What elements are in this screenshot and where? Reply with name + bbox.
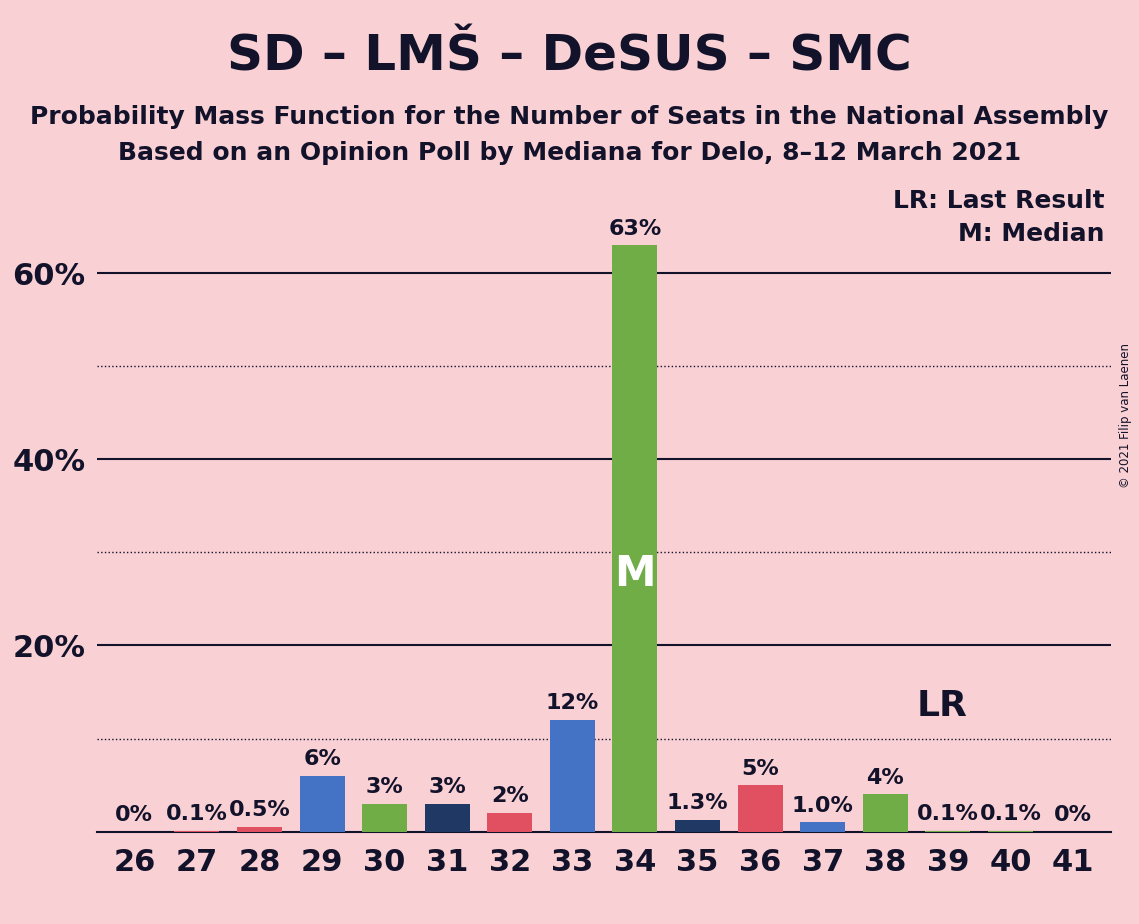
Text: M: Median: M: Median	[958, 222, 1105, 246]
Bar	[237, 827, 282, 832]
Text: 4%: 4%	[867, 768, 904, 788]
Bar	[174, 831, 220, 832]
Text: 3%: 3%	[366, 777, 403, 797]
Bar	[801, 822, 845, 832]
Bar	[550, 720, 595, 832]
Text: 5%: 5%	[741, 759, 779, 779]
Text: 6%: 6%	[303, 749, 341, 770]
Text: Based on an Opinion Poll by Mediana for Delo, 8–12 March 2021: Based on an Opinion Poll by Mediana for …	[118, 141, 1021, 165]
Text: Probability Mass Function for the Number of Seats in the National Assembly: Probability Mass Function for the Number…	[31, 105, 1108, 129]
Bar	[675, 820, 720, 832]
Text: LR: LR	[916, 689, 967, 723]
Bar	[613, 245, 657, 832]
Text: 0%: 0%	[115, 805, 154, 825]
Bar	[362, 804, 407, 832]
Text: 0.5%: 0.5%	[229, 800, 290, 821]
Bar	[487, 813, 532, 832]
Text: 1.3%: 1.3%	[666, 793, 728, 813]
Bar	[300, 776, 345, 832]
Text: 0.1%: 0.1%	[980, 804, 1041, 824]
Bar	[925, 831, 970, 832]
Bar	[862, 795, 908, 832]
Text: 0.1%: 0.1%	[166, 804, 228, 824]
Text: 3%: 3%	[428, 777, 466, 797]
Text: 12%: 12%	[546, 693, 599, 713]
Text: 1.0%: 1.0%	[792, 796, 853, 816]
Text: 0%: 0%	[1054, 805, 1092, 825]
Text: LR: Last Result: LR: Last Result	[893, 189, 1105, 213]
Bar	[425, 804, 469, 832]
Text: © 2021 Filip van Laenen: © 2021 Filip van Laenen	[1118, 344, 1132, 488]
Text: 63%: 63%	[608, 219, 662, 238]
Text: 2%: 2%	[491, 786, 528, 807]
Bar	[988, 831, 1033, 832]
Text: 0.1%: 0.1%	[917, 804, 978, 824]
Bar	[738, 785, 782, 832]
Text: M: M	[614, 553, 656, 595]
Text: SD – LMŠ – DeSUS – SMC: SD – LMŠ – DeSUS – SMC	[227, 32, 912, 80]
